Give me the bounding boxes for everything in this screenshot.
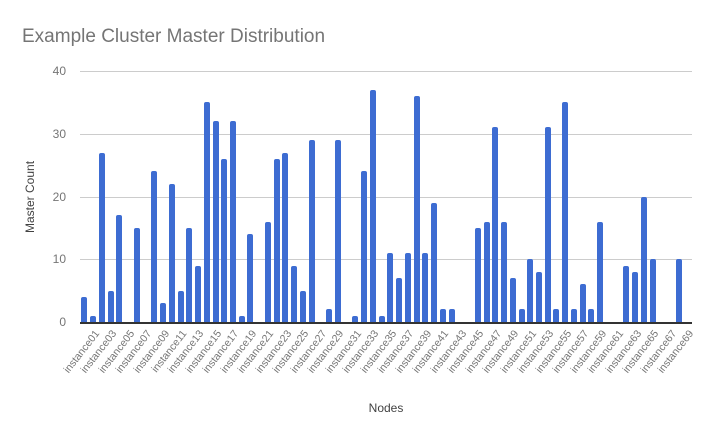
bar-instance41 [431,202,438,322]
bar-instance47 [483,221,490,322]
bar-instance60 [597,221,604,322]
gridline-40 [80,71,692,72]
bar-instance10 [160,303,167,322]
bar-instance56 [562,102,569,322]
y-tick-label-0: 0 [59,315,66,329]
bar-instance05 [116,215,123,322]
bar-instance01 [81,296,88,322]
y-tick-label-40: 40 [52,64,66,78]
bar-instance07 [133,227,140,322]
bar-instance53 [536,271,542,322]
bar-instance64 [632,271,639,322]
bar-instance46 [474,227,481,322]
bar-instance50 [509,278,516,322]
bar-instance32 [352,315,359,322]
bar-instance15 [203,102,210,322]
bar-instance12 [177,290,184,322]
bar-instance03 [98,152,105,322]
bar-instance20 [247,234,254,322]
bar-instance09 [151,171,158,322]
bar-instance29 [326,309,333,322]
bar-instance55 [553,309,560,322]
bar-instance24 [282,152,289,322]
bar-instance22 [264,221,271,322]
bar-instance66 [649,259,656,322]
y-tick-label-20: 20 [52,189,66,204]
bar-instance11 [168,183,175,322]
bar-instance69 [675,259,682,322]
bar-instance63 [623,265,630,322]
bar-instance04 [107,290,114,322]
bar-instance43 [448,309,455,322]
bar-instance36 [387,252,394,322]
bar-instance58 [579,284,586,322]
bar-instance26 [299,290,306,322]
plot-area [80,71,692,324]
bar-instance38 [404,252,411,322]
gridline-30 [80,133,692,135]
bar-instance17 [221,158,228,322]
bar-instance34 [369,89,376,322]
bar-instance16 [212,121,219,322]
bar-instance52 [527,259,534,322]
bar-instance54 [544,127,551,322]
chart-title: Example Cluster Master Distribution [22,26,326,47]
bar-instance39 [413,96,420,322]
bar-instance40 [422,252,429,322]
bar-instance49 [501,221,508,322]
bar-instance57 [570,309,577,322]
bar-instance23 [273,158,280,322]
bar-instance19 [238,315,245,322]
bar-instance25 [291,265,298,322]
y-tick-label-30: 30 [52,126,66,141]
bar-instance13 [186,227,193,322]
bar-instance14 [195,265,202,322]
bar-instance42 [439,309,446,322]
bar-instance51 [518,309,525,322]
gridline-10 [80,259,692,261]
bar-instance35 [378,315,385,322]
bar-instance37 [396,278,403,322]
bar-instance33 [361,171,368,322]
bar-instance65 [640,196,647,322]
bar-instance18 [230,121,236,322]
y-tick-label-10: 10 [52,252,66,267]
bar-instance59 [588,309,595,322]
bar-instance02 [90,315,97,322]
x-axis-title: Nodes [368,401,404,415]
bar-instance30 [334,140,341,322]
bar-instance48 [492,127,499,322]
bar-instance27 [308,140,315,322]
gridline-20 [80,196,692,198]
